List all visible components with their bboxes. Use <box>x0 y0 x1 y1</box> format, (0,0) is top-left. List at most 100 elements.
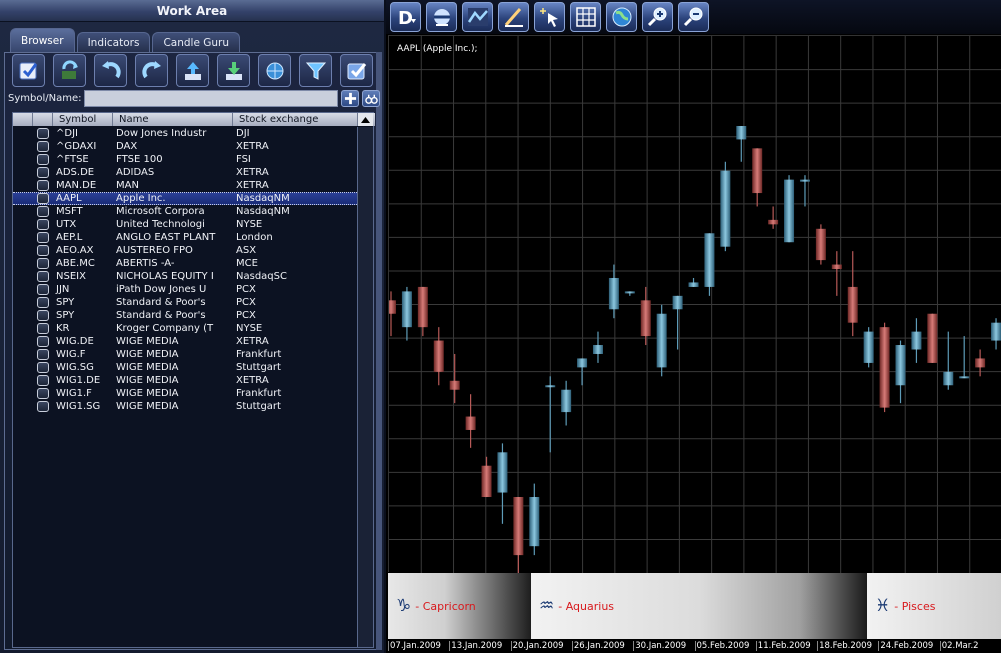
name-cell: MAN <box>116 180 139 191</box>
row-checkbox[interactable] <box>37 245 49 256</box>
row-checkbox[interactable] <box>37 284 49 295</box>
display-mode-button[interactable]: D <box>390 2 421 32</box>
chart-title: AAPL (Apple Inc.); <box>397 44 478 54</box>
download-button[interactable] <box>217 54 250 87</box>
row-checkbox[interactable] <box>37 232 49 243</box>
name-cell: FTSE 100 <box>116 154 163 165</box>
add-symbol-button[interactable] <box>341 89 360 107</box>
table-row[interactable]: WIG1.DE WIGE MEDIA XETRA <box>13 374 359 387</box>
price-chart[interactable]: AAPL (Apple Inc.); <box>388 35 1001 573</box>
row-checkbox[interactable] <box>37 323 49 334</box>
column-header-marker[interactable] <box>13 113 33 126</box>
table-row[interactable]: WIG.DE WIGE MEDIA XETRA <box>13 335 359 348</box>
table-row[interactable]: AAPL Apple Inc. NasdaqNM <box>13 192 359 205</box>
table-row[interactable]: AEP.L ANGLO EAST PLANT London <box>13 231 359 244</box>
column-header-name[interactable]: Name <box>113 113 233 126</box>
date-tick-label: 07.Jan.2009 <box>388 641 441 651</box>
chart-toolbar: D <box>386 0 1001 34</box>
grid-toggle-button[interactable] <box>570 2 601 32</box>
line-tool-button[interactable] <box>426 2 457 32</box>
filter-button[interactable] <box>299 54 332 87</box>
row-checkbox[interactable] <box>37 375 49 386</box>
row-checkbox[interactable] <box>37 336 49 347</box>
date-tick-label: 02.Mar.2 <box>939 641 979 651</box>
zodiac-label: - Pisces <box>894 599 936 613</box>
portfolio-check-button[interactable] <box>12 54 45 87</box>
table-row[interactable]: MAN.DE MAN XETRA <box>13 179 359 192</box>
table-row[interactable]: WIG1.SG WIGE MEDIA Stuttgart <box>13 400 359 413</box>
globe-search-button[interactable] <box>258 54 291 87</box>
table-row[interactable]: ADS.DE ADIDAS XETRA <box>13 166 359 179</box>
draw-pen-button[interactable] <box>498 2 529 32</box>
table-row[interactable]: WIG.F WIGE MEDIA Frankfurt <box>13 348 359 361</box>
row-checkbox[interactable] <box>37 388 49 399</box>
zoom-in-button[interactable] <box>642 2 673 32</box>
row-checkbox[interactable] <box>37 206 49 217</box>
tab-indicators[interactable]: Indicators <box>76 32 151 52</box>
chart-line-button[interactable] <box>462 2 493 32</box>
date-tick-label: 20.Jan.2009 <box>510 641 564 651</box>
row-checkbox[interactable] <box>37 271 49 282</box>
table-row[interactable]: ^GDAXI DAX XETRA <box>13 140 359 153</box>
exchange-cell: ASX <box>236 245 257 256</box>
table-row[interactable]: UTX United Technologi NYSE <box>13 218 359 231</box>
browser-toolbar <box>12 54 373 88</box>
row-checkbox[interactable] <box>37 141 49 152</box>
row-checkbox[interactable] <box>37 180 49 191</box>
exchange-cell: MCE <box>236 258 258 269</box>
row-checkbox[interactable] <box>37 128 49 139</box>
cursor-button[interactable] <box>534 2 565 32</box>
row-checkbox[interactable] <box>37 401 49 412</box>
row-checkbox[interactable] <box>37 297 49 308</box>
select-all-button[interactable] <box>340 54 373 87</box>
tab-browser[interactable]: Browser <box>10 28 75 52</box>
table-scrollbar[interactable] <box>357 127 373 647</box>
column-header-exchange[interactable]: Stock exchange <box>233 113 359 126</box>
symbol-cell: ADS.DE <box>56 167 95 178</box>
row-checkbox-cell <box>33 349 53 360</box>
column-header-symbol[interactable]: Symbol <box>53 113 113 126</box>
table-row[interactable]: ABE.MC ABERTIS -A- MCE <box>13 257 359 270</box>
table-row[interactable]: KR Kroger Company (T NYSE <box>13 322 359 335</box>
scroll-up-button[interactable] <box>357 113 373 126</box>
symbol-cell: ^GDAXI <box>56 141 97 152</box>
row-checkbox[interactable] <box>37 258 49 269</box>
candle-up <box>784 179 795 243</box>
candlestick-chart-canvas[interactable] <box>389 36 1001 573</box>
zoom-out-button[interactable] <box>678 2 709 32</box>
symbol-search-input[interactable] <box>83 89 339 107</box>
date-tick-label: 26.Jan.2009 <box>571 641 625 651</box>
candle-up <box>497 452 508 493</box>
undo-button[interactable] <box>94 54 127 87</box>
table-row[interactable]: SPY Standard & Poor's PCX <box>13 309 359 322</box>
row-checkbox[interactable] <box>37 349 49 360</box>
globe-button[interactable] <box>606 2 637 32</box>
tab-candle-guru[interactable]: Candle Guru <box>152 32 241 52</box>
symbol-search-row: Symbol/Name: <box>8 89 380 107</box>
table-row[interactable]: MSFT Microsoft Corpora NasdaqNM <box>13 205 359 218</box>
row-checkbox[interactable] <box>37 310 49 321</box>
table-row[interactable]: NSEIX NICHOLAS EQUITY I NasdaqSC <box>13 270 359 283</box>
row-checkbox[interactable] <box>37 167 49 178</box>
row-checkbox[interactable] <box>37 193 49 204</box>
column-header-check[interactable] <box>33 113 53 126</box>
draw-pen-icon <box>504 8 523 27</box>
candle-down <box>815 228 826 261</box>
search-symbol-button[interactable] <box>362 89 380 107</box>
refresh-data-button[interactable] <box>53 54 86 87</box>
row-checkbox[interactable] <box>37 219 49 230</box>
redo-button[interactable] <box>135 54 168 87</box>
zodiac-band: ♑ - Capricorn ♒ - Aquarius ♓ - Pisces <box>388 573 1001 639</box>
table-row[interactable]: AEO.AX AUSTEREO FPO ASX <box>13 244 359 257</box>
table-row[interactable]: WIG.SG WIGE MEDIA Stuttgart <box>13 361 359 374</box>
upload-button[interactable] <box>176 54 209 87</box>
table-row[interactable]: ^FTSE FTSE 100 FSI <box>13 153 359 166</box>
panel-scrollbar[interactable] <box>376 52 382 650</box>
row-checkbox[interactable] <box>37 362 49 373</box>
table-row[interactable]: SPY Standard & Poor's PCX <box>13 296 359 309</box>
table-row[interactable]: ^DJI Dow Jones Industr DJI <box>13 127 359 140</box>
table-row[interactable]: JJN iPath Dow Jones U PCX <box>13 283 359 296</box>
row-checkbox[interactable] <box>37 154 49 165</box>
table-row[interactable]: WIG1.F WIGE MEDIA Frankfurt <box>13 387 359 400</box>
candle-down <box>847 286 858 323</box>
